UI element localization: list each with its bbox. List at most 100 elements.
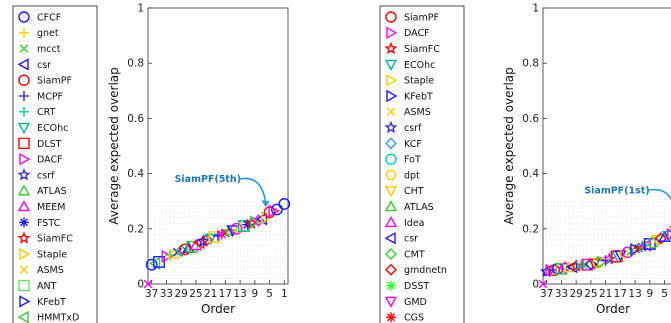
- y-tick-label: 0.8: [522, 58, 539, 70]
- y-tick-label: 0.6: [127, 113, 144, 125]
- legend-marker: [384, 200, 398, 212]
- legend-label: ASMS: [37, 265, 64, 276]
- y-tick-label: 0.4: [127, 168, 144, 180]
- legend-label: gnet: [37, 28, 59, 39]
- x-tick-label: 5: [661, 288, 668, 300]
- data-point: [278, 198, 291, 210]
- legend-label: SiamFC: [404, 44, 440, 55]
- legend-marker: [19, 106, 29, 117]
- y-tick-label: 1: [137, 3, 144, 15]
- legend-marker: [384, 59, 398, 71]
- legend-label: csrf: [404, 123, 422, 134]
- legend-label: KFebT: [404, 91, 433, 102]
- chart-panel-2: SiamPF DACF SiamFC ECOhc Staple KFebT ASMS csrf…: [379, 3, 671, 323]
- legend-label: HMMTxD: [37, 313, 79, 323]
- legend-label: MEEM: [37, 202, 65, 213]
- data-point: [200, 233, 214, 247]
- legend-label: csr: [404, 234, 418, 245]
- annotation: SiamPF(1st): [584, 185, 671, 201]
- legend-marker: [386, 280, 396, 291]
- x-axis-title: Order: [596, 302, 630, 316]
- legend-marker: [17, 168, 31, 181]
- x-axis-title: Order: [201, 302, 235, 316]
- legend-label: DACF: [404, 28, 430, 39]
- y-tick-label: 0.2: [127, 223, 144, 235]
- legend-marker: [17, 311, 29, 323]
- data-point: [204, 233, 218, 246]
- x-tick-label: 21: [204, 288, 217, 300]
- legend-marker: [19, 27, 29, 38]
- legend-label: gmdnetn: [404, 265, 447, 276]
- legend-marker: [19, 295, 31, 308]
- legend-marker: [386, 26, 398, 39]
- data-point: [584, 257, 598, 271]
- data-point: [145, 258, 158, 271]
- x-tick-label: 17: [614, 288, 627, 300]
- legend: SiamPF DACF SiamFC ECOhc Staple KFebT ASMS csrf…: [379, 5, 465, 323]
- data-point: [597, 255, 609, 269]
- legend-marker: [385, 11, 397, 23]
- legend-marker: [385, 263, 397, 276]
- legend-label: CHT: [404, 186, 424, 197]
- x-tick-label: 25: [189, 288, 202, 300]
- data-point: [538, 279, 548, 289]
- data-point: [635, 239, 650, 253]
- legend-label: DSST: [404, 281, 429, 292]
- data-points: [538, 226, 671, 289]
- legend-marker: [19, 247, 31, 261]
- x-tick-label: 13: [233, 288, 246, 300]
- legend-label: mcct: [37, 44, 61, 55]
- legend-label: csrf: [37, 170, 55, 181]
- legend-label: CFCF: [37, 12, 61, 23]
- data-point: [569, 259, 583, 272]
- legend-marker: [386, 312, 396, 323]
- axes-box: [147, 7, 289, 285]
- legend-marker: [386, 74, 398, 87]
- legend-marker: [18, 74, 30, 86]
- legend-marker: [385, 153, 397, 165]
- legend-marker: [18, 137, 30, 150]
- data-point: [639, 238, 652, 252]
- legend-label: FoT: [404, 155, 421, 166]
- data-point: [545, 263, 558, 277]
- data-point: [222, 224, 236, 238]
- legend-marker: [386, 89, 398, 103]
- y-tick-label: 0.6: [522, 113, 539, 125]
- legend-label: Idea: [404, 218, 425, 229]
- x-tick-label: 17: [219, 288, 232, 300]
- legend-marker: [384, 120, 398, 134]
- legend-label: CRT: [37, 107, 56, 118]
- legend-label: ANT: [37, 281, 57, 292]
- legend-box: [379, 5, 465, 323]
- legend-marker: [385, 248, 397, 260]
- data-point: [196, 234, 210, 247]
- y-tick-label: 0.8: [127, 58, 144, 70]
- legend-box: [12, 5, 98, 323]
- legend-marker: [19, 153, 31, 166]
- legend-label: DLST: [37, 139, 62, 150]
- y-tick-label: 0: [137, 279, 144, 291]
- legend-marker: [17, 200, 31, 212]
- legend-label: ECOhc: [37, 123, 68, 134]
- x-tick-label: 29: [174, 288, 187, 300]
- legend-label: ATLAS: [37, 186, 67, 197]
- data-point: [261, 211, 273, 225]
- data-point: [230, 222, 243, 235]
- y-tick-label: 0.2: [522, 223, 539, 235]
- legend-label: CMT: [404, 249, 425, 260]
- annotation-arrow: [648, 188, 671, 201]
- legend-marker: [385, 137, 397, 150]
- data-points: [143, 198, 291, 289]
- legend-label: SiamPF: [404, 12, 439, 23]
- legend-label: SiamFC: [37, 234, 73, 245]
- data-point: [143, 279, 153, 289]
- data-point: [148, 256, 161, 270]
- legend-label: CGS: [404, 313, 424, 323]
- legend-label: ASMS: [404, 107, 431, 118]
- legend-marker: [384, 186, 398, 198]
- data-point: [555, 262, 568, 275]
- legend-marker: [385, 169, 397, 181]
- annotation-label: SiamPF(5th): [175, 174, 241, 185]
